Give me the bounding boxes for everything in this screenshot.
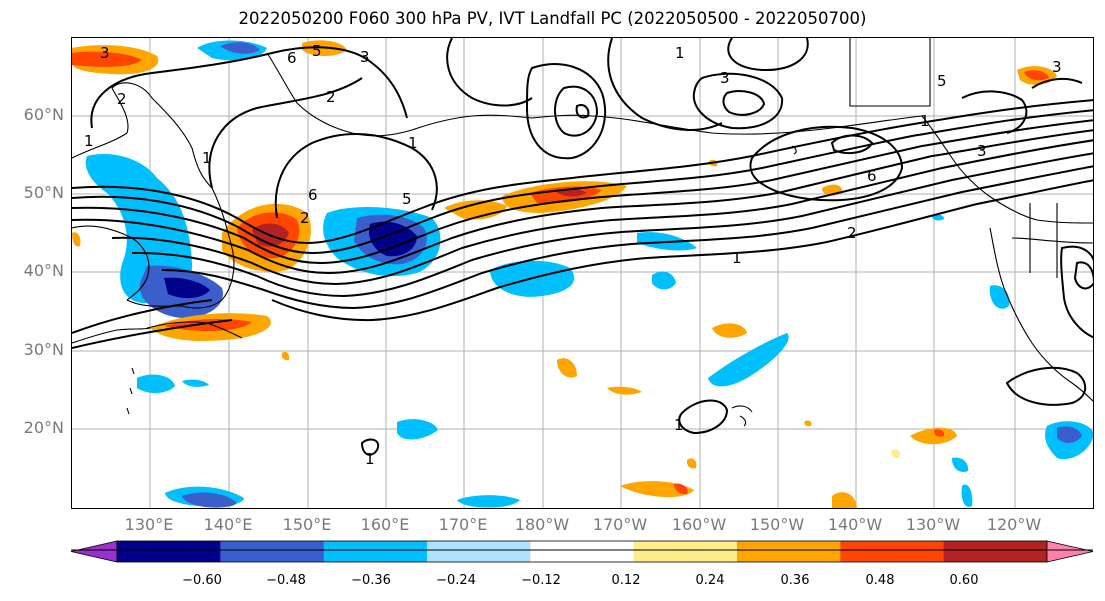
colorbar-extend-low: [70, 540, 118, 563]
colorbar-segment: [323, 541, 428, 562]
contour-label: 1: [408, 134, 418, 152]
colorbar-segment: [737, 541, 841, 562]
contour-label: 5: [937, 72, 947, 90]
lon-label-170e: 170°E: [438, 515, 488, 534]
contour-labels: 3 1 2 3 6 5 1 2 5 6 2 1 1 6 3 5 1 2 3 1 …: [84, 42, 1062, 468]
contour-label: 6: [308, 186, 318, 204]
colorbar-tick: −0.12: [521, 573, 561, 588]
lat-label-50n: 50°N: [23, 183, 64, 202]
lon-label-130e: 130°E: [124, 515, 174, 534]
contour-label: 2: [117, 90, 127, 108]
lon-label-120w: 120°W: [986, 515, 1042, 534]
contour-label: 1: [202, 149, 212, 167]
lon-label-170w: 170°W: [592, 515, 648, 534]
contour-label: 5: [402, 190, 412, 208]
contour-label: 1: [84, 132, 94, 150]
contour-label: 2: [847, 224, 857, 242]
colorbar-tick: 0.60: [949, 573, 979, 588]
lon-label-140w: 140°W: [827, 515, 883, 534]
contour-label: 3: [720, 69, 730, 87]
lon-label-150e: 150°E: [282, 515, 332, 534]
contour-label: 3: [360, 48, 370, 66]
colorbar-segment: [117, 541, 221, 562]
negative-anomaly-shading: [85, 40, 1093, 508]
map-svg: 3 1 2 3 6 5 1 2 5 6 2 1 1 6 3 5 1 2 3 1 …: [72, 38, 1093, 508]
lat-label-20n: 20°N: [23, 418, 64, 437]
map-title: 2022050200 F060 300 hPa PV, IVT Landfall…: [238, 9, 867, 28]
lon-label-130w: 130°W: [905, 515, 961, 534]
colorbar-tick: 0.12: [611, 573, 641, 588]
colorbar-extend-high: [1046, 540, 1094, 563]
colorbar-segment: [427, 541, 531, 562]
colorbar-segment: [633, 541, 738, 562]
contour-label: 1: [920, 112, 930, 130]
lon-label-140e: 140°E: [203, 515, 253, 534]
contour-label: 2: [326, 88, 336, 106]
colorbar-tick: −0.60: [182, 573, 222, 588]
colorbar-tick: −0.48: [266, 573, 306, 588]
lat-label-40n: 40°N: [23, 261, 64, 280]
lon-label-160e: 160°E: [360, 515, 410, 534]
colorbar-tick: −0.24: [436, 573, 476, 588]
contour-label: 1: [675, 44, 685, 62]
colorbar-segment: [840, 541, 945, 562]
lat-label-30n: 30°N: [23, 340, 64, 359]
colorbar: [70, 540, 1094, 563]
contour-label: 3: [1052, 58, 1062, 76]
lon-label-150w: 150°W: [749, 515, 805, 534]
colorbar-segment: [220, 541, 325, 562]
contour-label: 5: [312, 42, 322, 60]
colorbar-segment: [943, 541, 1048, 562]
colorbar-tick: 0.36: [780, 573, 810, 588]
contour-label: 2: [300, 209, 310, 227]
lon-label-160w: 160°W: [671, 515, 727, 534]
positive-anomaly-shading: [72, 40, 1057, 508]
contour-label: 6: [867, 167, 877, 185]
colorbar-tick: 0.24: [695, 573, 725, 588]
colorbar-tick: −0.36: [351, 573, 391, 588]
lon-label-180w: 180°W: [514, 515, 570, 534]
map-panel: 3 1 2 3 6 5 1 2 5 6 2 1 1 6 3 5 1 2 3 1 …: [71, 37, 1094, 509]
colorbar-tick: 0.48: [865, 573, 895, 588]
lat-label-60n: 60°N: [23, 105, 64, 124]
colorbar-segments: [70, 540, 1094, 563]
contour-label: 1: [732, 249, 742, 267]
colorbar-segment: [530, 541, 635, 562]
contour-label: 6: [287, 49, 297, 67]
contour-label: 1: [674, 416, 684, 434]
contour-label: 3: [100, 44, 110, 62]
contour-label: 1: [365, 450, 375, 468]
contour-label: 3: [977, 142, 987, 160]
pv-contours: [72, 38, 1093, 456]
coastlines: [72, 38, 1093, 427]
